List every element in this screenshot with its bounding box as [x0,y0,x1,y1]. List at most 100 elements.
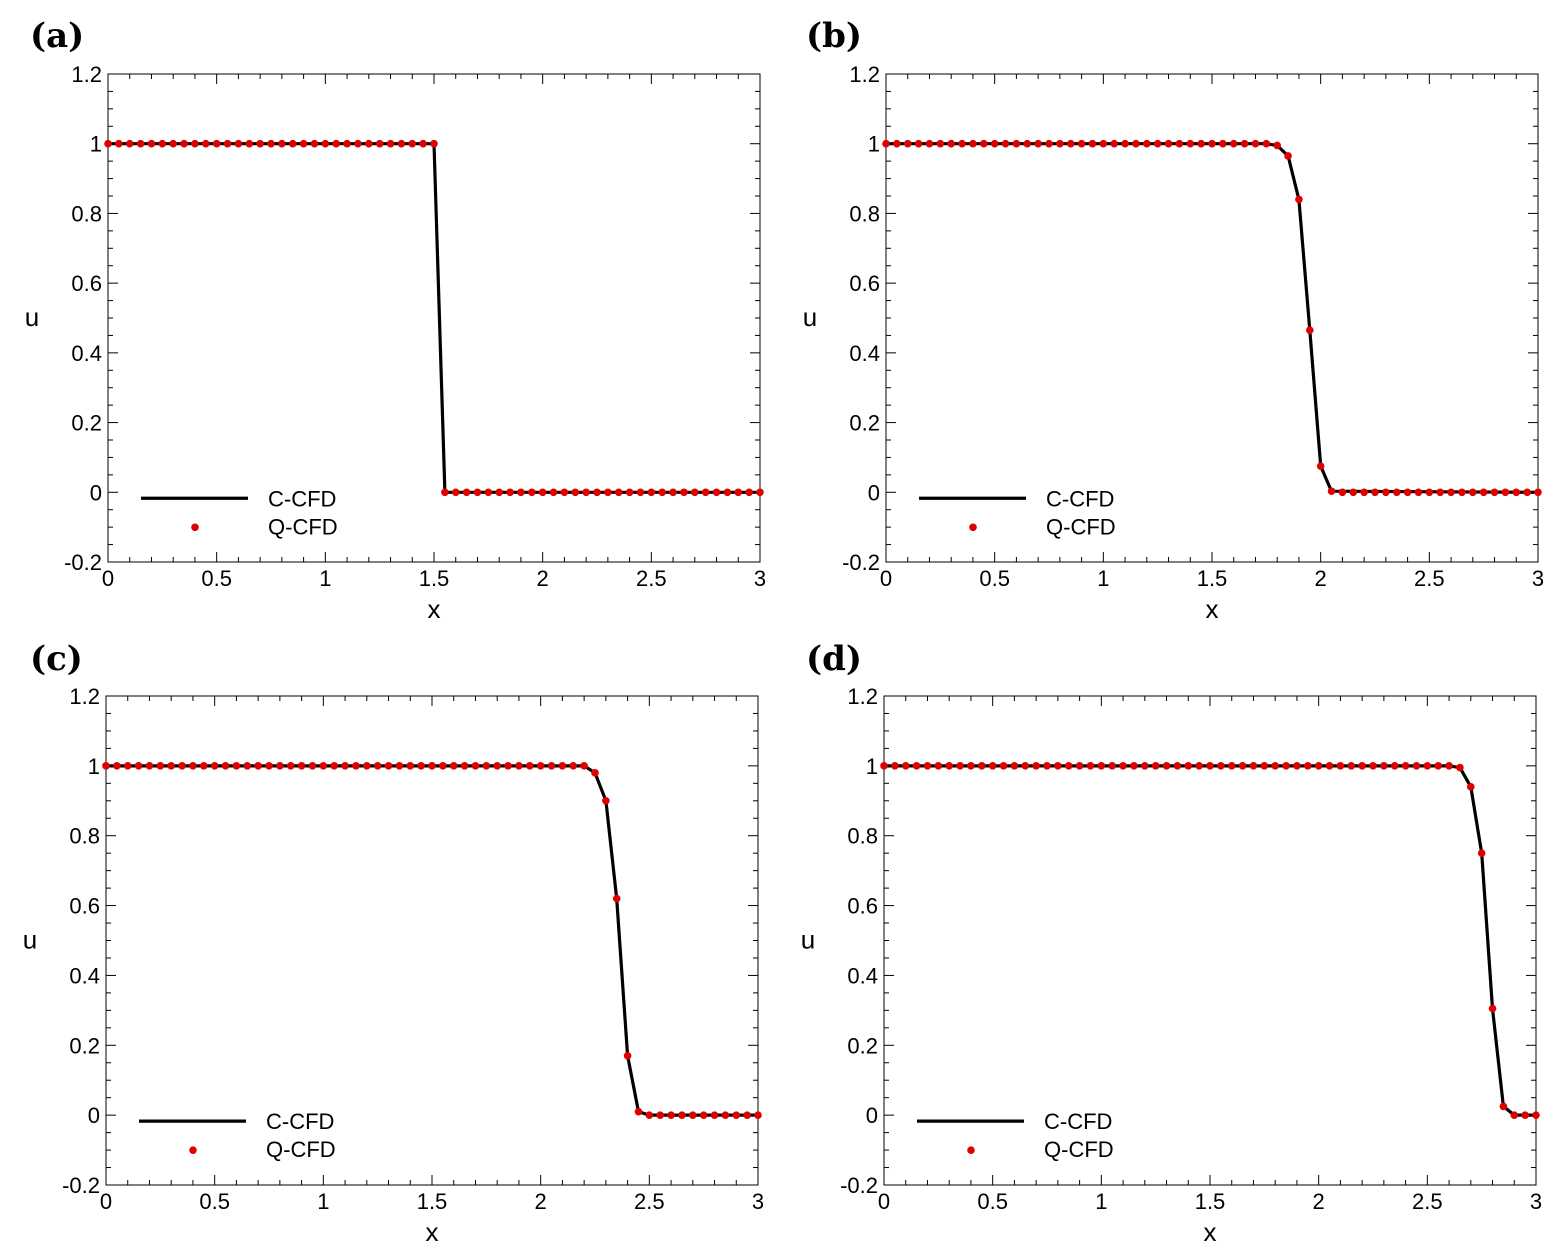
series-line-c-cfd [884,764,1536,1117]
data-point-q-cfd [1086,762,1095,770]
y-tick-label: 1 [88,754,100,779]
data-point-q-cfd [1336,762,1345,770]
data-point-q-cfd [1164,139,1173,148]
data-point-q-cfd [515,762,523,770]
data-point-q-cfd [1532,1111,1540,1119]
series-markers-q-cfd [882,139,1542,497]
data-point-q-cfd [967,762,975,770]
data-point-q-cfd [582,488,590,497]
data-point-q-cfd [330,762,339,770]
data-point-q-cfd [658,488,666,497]
legend-label-c-cfd: C-CFD [1044,1109,1112,1134]
data-point-q-cfd [1143,139,1151,148]
data-point-q-cfd [1249,762,1258,770]
data-point-q-cfd [1130,762,1138,770]
x-tick-label: 1 [319,566,331,591]
data-point-q-cfd [430,139,438,148]
data-point-q-cfd [299,139,308,148]
data-point-q-cfd [471,762,480,770]
data-point-q-cfd [493,762,502,770]
y-tick-label: 0.8 [71,201,102,226]
data-point-q-cfd [1184,762,1193,770]
data-point-q-cfd [1141,762,1149,770]
data-point-q-cfd [202,139,210,148]
data-point-q-cfd [734,488,743,497]
data-point-q-cfd [1392,488,1401,497]
y-tick-label: 1 [868,132,880,157]
data-point-q-cfd [593,488,601,497]
y-tick-label: 0.6 [849,271,880,296]
data-point-q-cfd [667,1111,675,1119]
data-point-q-cfd [732,1111,741,1119]
data-point-q-cfd [1251,139,1260,148]
data-point-q-cfd [104,139,112,148]
y-tick-label: 0.2 [849,411,880,436]
y-tick-label: -0.2 [842,550,880,575]
data-point-q-cfd [365,139,373,148]
data-point-q-cfd [460,762,469,770]
data-point-q-cfd [1175,139,1184,148]
data-point-q-cfd [1380,762,1388,770]
y-tick-label: 0.8 [847,824,878,849]
y-tick-label: -0.2 [62,1173,100,1198]
legend-marker-swatch [189,1146,197,1154]
data-point-q-cfd [1423,762,1432,770]
data-point-q-cfd [558,762,567,770]
data-point-q-cfd [354,139,362,148]
data-point-q-cfd [484,488,493,497]
data-point-q-cfd [1173,762,1182,770]
data-point-q-cfd [1325,762,1334,770]
legend-label-q-cfd: Q-CFD [266,1137,336,1162]
data-point-q-cfd [1077,139,1086,148]
data-point-q-cfd [1447,488,1455,497]
data-point-q-cfd [156,762,165,770]
data-point-q-cfd [1349,488,1358,497]
data-point-q-cfd [580,762,588,770]
data-point-q-cfd [210,762,219,770]
panel-label: (d) [806,639,862,679]
data-point-q-cfd [1217,762,1225,770]
data-point-q-cfd [1338,488,1347,497]
y-tick-label: -0.2 [840,1173,878,1198]
data-point-q-cfd [547,762,556,770]
data-point-q-cfd [1097,762,1106,770]
data-point-q-cfd [504,762,512,770]
data-point-q-cfd [699,1111,708,1119]
data-point-q-cfd [1108,762,1116,770]
x-tick-label: 3 [1532,566,1544,591]
x-tick-label: 1.5 [1197,566,1228,591]
data-point-q-cfd [441,488,449,497]
data-point-q-cfd [710,1111,719,1119]
data-point-q-cfd [386,139,395,148]
data-point-q-cfd [1521,1111,1529,1119]
data-point-q-cfd [1479,488,1488,497]
data-point-q-cfd [1043,762,1051,770]
data-point-q-cfd [1425,488,1434,497]
data-point-q-cfd [645,1111,654,1119]
data-point-q-cfd [145,762,154,770]
data-point-q-cfd [990,139,999,148]
data-point-q-cfd [288,139,297,148]
x-tick-label: 0.5 [201,566,232,591]
data-point-q-cfd [1414,488,1423,497]
data-point-q-cfd [1197,139,1205,148]
panel-label: (b) [806,16,862,56]
data-point-q-cfd [439,762,447,770]
data-point-q-cfd [167,762,175,770]
data-point-q-cfd [1358,762,1366,770]
data-point-q-cfd [647,488,656,497]
y-tick-label: 1.2 [849,62,880,87]
data-point-q-cfd [158,139,167,148]
data-point-q-cfd [449,762,458,770]
x-tick-label: 2.5 [1412,1189,1443,1214]
legend: C-CFD Q-CFD [139,1109,336,1162]
data-point-q-cfd [945,762,953,770]
chart-panel-a: (a)0 0.5 1 1.5 2 2.5 3-0.200.20.40.60.811.2xuC… [25,16,766,624]
series-line-c-cfd [108,142,760,494]
data-point-q-cfd [276,762,284,770]
y-tick-label: -0.2 [64,550,102,575]
legend-label-c-cfd: C-CFD [1046,486,1114,511]
y-tick-label: 1.2 [847,684,878,709]
data-point-q-cfd [689,1111,697,1119]
data-point-q-cfd [1088,139,1097,148]
